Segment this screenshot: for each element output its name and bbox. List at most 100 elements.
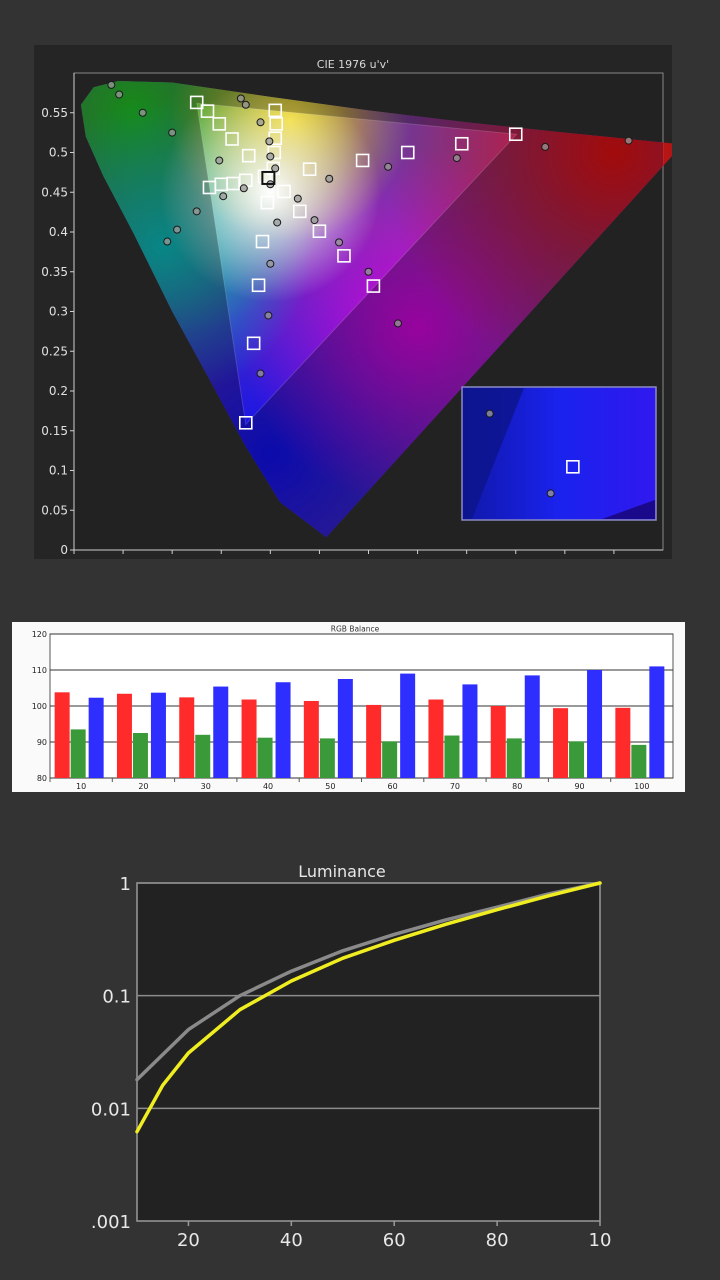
rgb-bar <box>303 700 319 778</box>
rgb-bar <box>631 744 647 778</box>
luminance-y-axis: 1 0.1 0.01 .001 <box>91 874 131 1233</box>
rgb-x-tick-label: 50 <box>325 782 335 791</box>
rgb-bar <box>132 733 148 778</box>
cie-target-square <box>292 204 307 219</box>
luminance-panel: Luminance 1 0.1 0.01 .001 20 40 60 80 10 <box>0 850 720 1280</box>
cie-x-tick-label: 0.15 <box>208 557 235 559</box>
rgb-x-tick-label: 40 <box>263 782 273 791</box>
cie-y-tick-label: 0.4 <box>49 225 68 239</box>
luminance-lines <box>135 881 602 1134</box>
cie-x-tick-label: 0.05 <box>110 557 137 559</box>
rgb-bar <box>179 697 195 778</box>
cie-measured-point <box>266 152 275 161</box>
cie-y-axis: 0 0.05 0.1 0.15 0.2 0.25 0.3 0.35 0.4 0.45 0.5 0.55 <box>41 73 75 557</box>
rgb-bar <box>257 737 273 778</box>
cie-measured-point <box>192 207 201 216</box>
cie-color-blob <box>383 81 672 383</box>
luminance-series-line <box>135 881 602 1134</box>
luminance-x-tick-label: 40 <box>280 1230 303 1251</box>
cie-y-tick-label: 0.55 <box>41 106 68 120</box>
cie-target-square <box>454 136 469 151</box>
cie-target-square <box>355 153 370 168</box>
cie-measured-point <box>325 174 334 183</box>
rgb-bar <box>615 707 631 778</box>
rgb-bar <box>649 666 665 778</box>
cie-target-square <box>189 95 204 110</box>
cie-x-tick-label: 0.3 <box>359 557 378 559</box>
rgb-bar <box>506 738 522 778</box>
inset-measured-point <box>485 409 494 418</box>
rgb-bar <box>428 699 444 778</box>
cie-x-tick-label: 0 <box>70 557 78 559</box>
rgb-bar <box>553 708 569 778</box>
cie-measured-point <box>264 311 273 320</box>
cie-chart-title: CIE 1976 u'v' <box>316 58 390 71</box>
cie-target-square <box>267 145 282 160</box>
luminance-chart: Luminance 1 0.1 0.01 .001 20 40 60 80 10 <box>91 862 612 1251</box>
cie-measured-point <box>266 259 275 268</box>
rgb-bar <box>275 682 291 778</box>
cie-measured-point <box>452 154 461 163</box>
cie-x-tick-label: 0.35 <box>404 557 431 559</box>
luminance-y-tick-label: .001 <box>91 1212 131 1233</box>
cie-measured-point <box>335 238 344 247</box>
rgb-balance-title: RGB Balance <box>331 625 380 634</box>
luminance-x-tick-label: 20 <box>177 1230 200 1251</box>
cie-y-tick-label: 0 <box>60 543 68 557</box>
cie-measured-point <box>239 184 248 193</box>
rgb-bar <box>70 729 86 778</box>
rgb-x-tick-label: 80 <box>512 782 522 791</box>
cie-measured-point <box>163 237 172 246</box>
rgb-y-axis: 80 90 100 110 120 <box>32 630 47 783</box>
cie-target-square <box>257 169 272 184</box>
luminance-y-tick-label: 0.01 <box>91 1099 131 1120</box>
rgb-x-tick-label: 30 <box>201 782 211 791</box>
rgb-bar <box>462 684 478 778</box>
gamut-triangle <box>196 102 518 426</box>
luminance-title: Luminance <box>298 862 386 881</box>
cie-target-square <box>200 104 215 118</box>
cie-measured-point <box>168 128 177 137</box>
luminance-series-line <box>135 881 602 1082</box>
cie-target-square <box>225 132 239 146</box>
cie-target-square <box>251 278 266 293</box>
cie-measured-point <box>273 218 282 227</box>
rgb-x-tick-label: 100 <box>634 782 649 791</box>
cie-x-tick-label: 0.2 <box>261 557 280 559</box>
cie-measured-point <box>293 194 302 203</box>
rgb-bar <box>382 741 398 778</box>
luminance-gridlines <box>137 882 600 1110</box>
cie-x-tick-label: 0.45 <box>502 557 529 559</box>
rgb-x-tick-label: 10 <box>76 782 86 791</box>
rgb-bars <box>54 666 665 778</box>
cie-target-square <box>302 162 317 176</box>
cie-measured-point <box>173 225 182 234</box>
rgb-bar <box>337 679 353 778</box>
rgb-bar <box>195 734 211 778</box>
cie-y-tick-label: 0.3 <box>49 305 68 319</box>
rgb-x-tick-label: 60 <box>388 782 398 791</box>
cie-measured-point <box>541 142 550 151</box>
cie-y-tick-label: 0.05 <box>41 503 68 517</box>
rgb-bar <box>319 738 335 778</box>
cie-y-tick-label: 0.2 <box>49 384 68 398</box>
cie-target-square <box>312 224 327 239</box>
cie-x-tick-label: 0.1 <box>163 557 182 559</box>
luminance-x-axis: 20 40 60 80 10 <box>177 1221 611 1251</box>
cie-points <box>107 80 633 430</box>
cie-target-square <box>269 117 284 131</box>
rgb-balance-chart: RGB Balance 80 90 100 110 120 10 20 30 40 50 60 70… <box>32 625 674 791</box>
cie-measured-point <box>624 136 633 145</box>
cie-y-tick-label: 0.45 <box>41 185 68 199</box>
cie-x-tick-label: 0.4 <box>457 557 476 559</box>
cie-measured-point <box>265 137 274 146</box>
cie-target-square <box>238 415 253 430</box>
cie-measured-point <box>115 90 124 99</box>
cie-target-square <box>212 117 227 131</box>
cie-chart: 0 0.05 0.1 0.15 0.2 0.25 0.3 0.35 0.4 0.45 0.5 0.55… <box>41 72 672 559</box>
rgb-x-tick-label: 90 <box>574 782 584 791</box>
rgb-y-tick-label: 90 <box>37 738 47 747</box>
cie-measured-point <box>215 156 224 165</box>
cie-target-square <box>246 336 261 351</box>
inset-target-square <box>566 459 580 474</box>
